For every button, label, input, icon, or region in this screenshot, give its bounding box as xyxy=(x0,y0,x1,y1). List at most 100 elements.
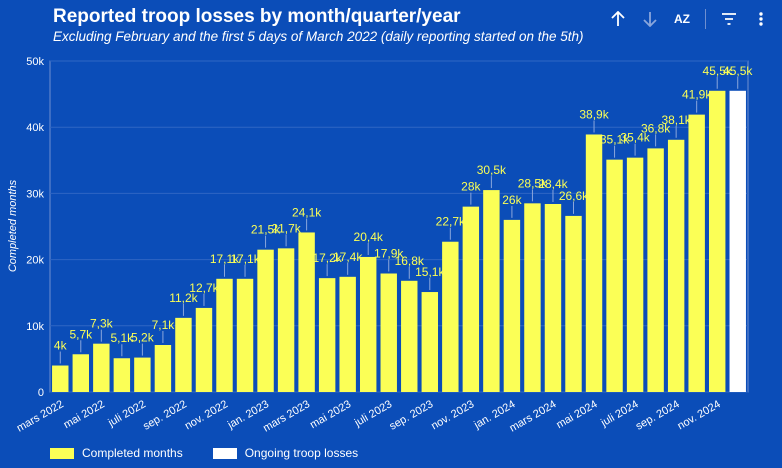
bar-completed[interactable] xyxy=(647,148,664,392)
data-label: 7,1k xyxy=(152,318,176,332)
x-tick-label: nov. 2023 xyxy=(429,398,476,432)
data-label: 45,5k xyxy=(723,64,753,78)
data-label: 17,2k xyxy=(312,251,342,265)
legend-item-ongoing[interactable]: Ongoing troop losses xyxy=(212,446,359,460)
data-label: 17,1k xyxy=(230,252,260,266)
data-label: 5,7k xyxy=(69,327,93,341)
x-tick-label: mai 2022 xyxy=(62,398,107,431)
bar-completed[interactable] xyxy=(72,354,90,392)
bar-completed[interactable] xyxy=(585,134,603,392)
data-label: 36,8k xyxy=(641,121,671,135)
bar-completed[interactable] xyxy=(667,139,685,392)
legend-swatch-ongoing xyxy=(212,447,237,459)
bar-completed[interactable] xyxy=(216,278,233,392)
bar-completed[interactable] xyxy=(195,307,213,392)
bar-completed[interactable] xyxy=(359,256,377,392)
arrow-down-icon[interactable] xyxy=(637,8,663,30)
bar-completed[interactable] xyxy=(708,90,726,392)
data-label: 5,2k xyxy=(131,331,155,345)
chart-title: Reported troop losses by month/quarter/y… xyxy=(53,6,461,27)
bar-completed[interactable] xyxy=(277,248,295,392)
data-label: 38,1k xyxy=(661,113,691,127)
data-label: 16,8k xyxy=(395,254,425,268)
more-vertical-icon[interactable] xyxy=(748,8,774,30)
data-label: 35,1k xyxy=(600,133,630,147)
bar-completed[interactable] xyxy=(421,292,439,392)
data-label: 17,9k xyxy=(374,247,404,261)
x-tick-label: mars 2022 xyxy=(15,398,66,434)
bars: 4k5,7k7,3k5,1k5,2k7,1k11,2k12,7k17,1k17,… xyxy=(52,64,753,392)
bar-ongoing[interactable] xyxy=(729,90,746,392)
legend-swatch-completed xyxy=(50,447,74,459)
x-tick-label: mars 2023 xyxy=(261,398,312,434)
data-label: 41,9k xyxy=(682,88,712,102)
bar-completed[interactable] xyxy=(236,278,254,392)
bar-completed[interactable] xyxy=(688,114,705,392)
bar-completed[interactable] xyxy=(339,276,356,392)
bar-completed[interactable] xyxy=(626,157,644,392)
x-tick-label: sep. 2022 xyxy=(141,398,189,433)
bar-completed[interactable] xyxy=(401,280,418,392)
bar-completed[interactable] xyxy=(544,203,562,392)
bar-completed[interactable] xyxy=(606,159,623,392)
data-label: 35,4k xyxy=(620,131,650,145)
chart-toolbar: AZ xyxy=(605,8,774,30)
data-label: 17,1k xyxy=(210,252,240,266)
sort-az-icon[interactable]: AZ xyxy=(669,8,695,30)
x-tick-label: mai 2024 xyxy=(554,398,599,431)
bar-completed[interactable] xyxy=(93,343,110,392)
data-label: 12,7k xyxy=(189,281,219,295)
arrow-up-icon[interactable] xyxy=(605,8,631,30)
y-tick-label: 10k xyxy=(26,321,44,333)
data-label: 28,4k xyxy=(538,177,568,191)
data-label: 22,7k xyxy=(436,215,466,229)
x-tick-label: mai 2023 xyxy=(308,398,353,431)
data-label: 15,1k xyxy=(415,265,445,279)
bar-completed[interactable] xyxy=(154,344,172,392)
y-tick-label: 40k xyxy=(26,122,44,134)
y-tick-label: 50k xyxy=(26,56,44,68)
data-label: 4k xyxy=(54,339,68,353)
data-label: 5,1k xyxy=(111,331,135,345)
data-label: 11,2k xyxy=(169,291,198,305)
y-axis-label: Completed months xyxy=(7,179,19,272)
bar-completed[interactable] xyxy=(565,215,582,392)
bar-completed[interactable] xyxy=(113,358,131,392)
legend-label-ongoing: Ongoing troop losses xyxy=(244,446,359,460)
data-label: 30,5k xyxy=(477,163,507,177)
x-tick-label: nov. 2024 xyxy=(676,398,723,432)
x-tick-label: sep. 2024 xyxy=(634,398,682,433)
bar-completed[interactable] xyxy=(318,278,336,392)
legend-item-completed[interactable]: Completed months xyxy=(50,446,183,460)
data-label: 38,9k xyxy=(579,107,609,121)
data-label: 28,5k xyxy=(518,176,548,190)
bar-completed[interactable] xyxy=(380,273,397,392)
bar-completed[interactable] xyxy=(442,241,459,392)
filter-icon[interactable] xyxy=(716,8,742,30)
chart-subtitle: Excluding February and the first 5 days … xyxy=(53,29,584,44)
legend: Completed months Ongoing troop losses xyxy=(50,446,358,460)
data-label: 26k xyxy=(502,193,522,207)
bar-completed[interactable] xyxy=(175,317,192,392)
data-label: 28k xyxy=(461,180,481,194)
y-tick-label: 30k xyxy=(26,188,44,200)
bar-completed[interactable] xyxy=(483,190,500,392)
y-axis: 0 10k 20k 30k 40k 50k xyxy=(26,56,44,399)
data-label: 20,4k xyxy=(354,230,384,244)
data-label: 24,1k xyxy=(292,205,322,219)
x-tick-label: sep. 2023 xyxy=(387,398,435,433)
y-tick-label: 20k xyxy=(26,255,44,267)
legend-label-completed: Completed months xyxy=(82,446,183,460)
bar-completed[interactable] xyxy=(524,203,541,392)
bar-completed[interactable] xyxy=(298,232,315,392)
bar-completed[interactable] xyxy=(462,206,480,392)
y-tick-label: 0 xyxy=(38,387,44,399)
data-label: 17,4k xyxy=(333,250,363,264)
bar-completed[interactable] xyxy=(257,249,274,392)
bar-completed[interactable] xyxy=(503,219,521,392)
bar-completed[interactable] xyxy=(52,365,69,392)
data-label: 21,5k xyxy=(251,223,281,237)
bar-completed[interactable] xyxy=(134,357,151,392)
